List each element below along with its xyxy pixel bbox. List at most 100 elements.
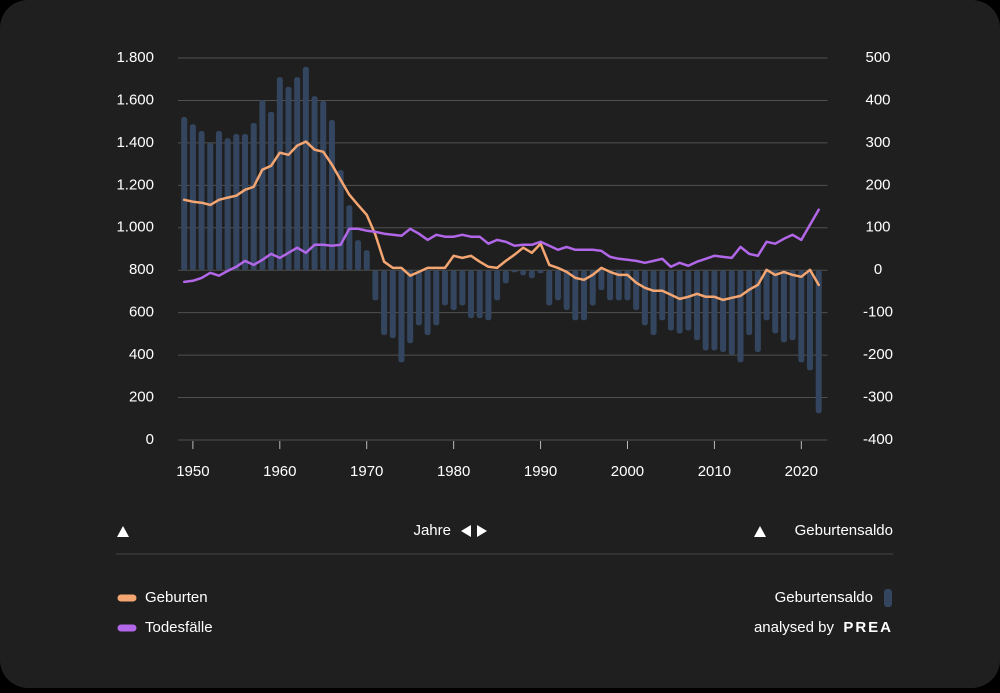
bar	[815, 270, 822, 414]
bar	[728, 270, 735, 356]
bar	[772, 270, 779, 334]
bar	[537, 270, 544, 274]
bar	[189, 124, 196, 271]
bar	[433, 270, 440, 326]
bar	[242, 133, 249, 271]
y2-axis-label: Geburtensaldo	[795, 522, 893, 539]
bar	[181, 116, 188, 271]
bar	[720, 270, 727, 353]
bar	[294, 77, 301, 271]
bar	[415, 270, 422, 326]
x-tick-label: 2010	[698, 463, 731, 480]
bar	[372, 270, 379, 301]
y-tick-label: 1.600	[116, 91, 154, 108]
y2-tick-label: -200	[863, 346, 893, 363]
bar	[494, 270, 501, 301]
bar	[667, 270, 674, 331]
y-tick-label: 1.400	[116, 134, 154, 151]
plot: 0 200 400 600 800 1.000 1.200 1.400 1.600 1.800 50…	[116, 49, 893, 480]
credit: analysed by	[754, 619, 835, 636]
bar	[659, 270, 666, 321]
bar	[468, 270, 475, 319]
bar	[398, 270, 405, 363]
bar	[476, 270, 483, 319]
y-tick-label: 800	[129, 261, 154, 278]
bar	[633, 270, 640, 311]
bar	[424, 270, 431, 336]
y-tick-label: 200	[129, 389, 154, 406]
y2-tick-label: 400	[865, 91, 890, 108]
bar	[754, 270, 761, 353]
bar	[572, 270, 579, 321]
bar	[450, 270, 457, 311]
sort-icon[interactable]	[754, 526, 766, 537]
bar	[320, 100, 327, 271]
sort-icon[interactable]	[117, 526, 129, 537]
bar	[502, 270, 509, 284]
y2-tick-label: 500	[865, 49, 890, 66]
bar	[711, 270, 718, 351]
bar	[285, 86, 292, 271]
bar	[346, 205, 353, 271]
y2-tick-label: 100	[865, 219, 890, 236]
bar	[207, 142, 214, 271]
y-tick-label: 0	[146, 431, 154, 448]
y-tick-label: 400	[129, 346, 154, 363]
bar	[598, 270, 605, 291]
bar	[233, 133, 240, 271]
bar	[685, 270, 692, 331]
bar	[746, 270, 753, 336]
y2-tick-label: 200	[865, 176, 890, 193]
legend-swatch	[884, 589, 892, 607]
bar	[268, 111, 275, 271]
legend-label: Geburten	[145, 589, 208, 606]
bar	[520, 270, 527, 276]
x-tick-label: 2000	[611, 463, 644, 480]
bar	[528, 270, 535, 279]
y2-tick-label: -300	[863, 389, 893, 406]
bar	[485, 270, 492, 321]
legend-label: Todesfälle	[145, 619, 213, 636]
bar	[581, 270, 588, 321]
bar	[311, 96, 318, 271]
line	[182, 140, 820, 302]
bar	[589, 270, 596, 306]
y-tick-label: 1.000	[116, 219, 154, 236]
y2-tick-label: -400	[863, 431, 893, 448]
bar	[459, 270, 466, 306]
bar	[511, 270, 518, 273]
bar	[650, 270, 657, 336]
bar	[554, 270, 561, 301]
bar	[780, 270, 787, 343]
y2-tick-label: 0	[874, 261, 882, 278]
bar	[250, 122, 257, 271]
bar	[302, 66, 309, 271]
bar	[224, 138, 231, 271]
bar	[694, 270, 701, 341]
y-tick-label: 1.200	[116, 176, 154, 193]
bar	[563, 270, 570, 311]
y2-tick-label: -100	[863, 304, 893, 321]
y2-tick-label: 300	[865, 134, 890, 151]
legend-label: Geburtensaldo	[775, 589, 873, 606]
bar	[259, 100, 266, 271]
bar	[641, 270, 648, 326]
scroll-arrows[interactable]	[461, 525, 487, 537]
bar	[276, 77, 283, 271]
bar	[763, 270, 770, 321]
x-tick-label: 1980	[437, 463, 470, 480]
bar	[198, 131, 205, 271]
x-tick-label: 2020	[785, 463, 818, 480]
bar	[807, 270, 814, 371]
line	[182, 208, 820, 284]
bar	[702, 270, 709, 351]
bar	[676, 270, 683, 334]
bar	[789, 270, 796, 341]
x-tick-label: 1970	[350, 463, 383, 480]
bar	[355, 240, 362, 271]
bar	[798, 270, 805, 363]
x-tick-label: 1990	[524, 463, 557, 480]
bar	[381, 270, 388, 336]
